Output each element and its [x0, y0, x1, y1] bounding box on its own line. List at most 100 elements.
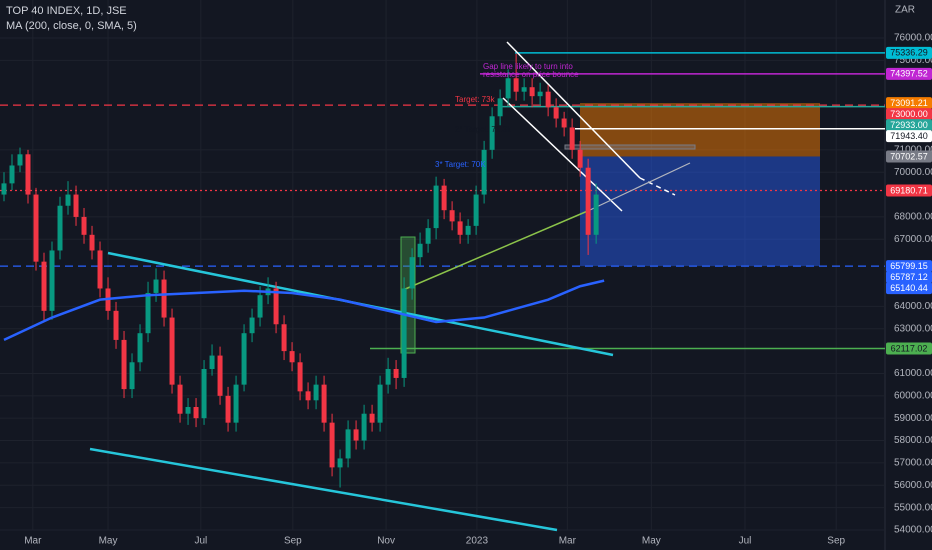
candle-body — [561, 118, 567, 128]
price-label-bg — [886, 282, 932, 295]
candle-body — [441, 185, 447, 211]
candle-body — [361, 413, 367, 441]
channel-line — [506, 41, 641, 179]
price-label: 65799.15 — [890, 261, 928, 271]
candle-body — [121, 339, 127, 390]
currency: ZAR — [895, 5, 915, 16]
channel-line — [502, 97, 623, 212]
y-tick-label: 64000.00 — [894, 301, 932, 312]
price-label: 73091.21 — [890, 98, 928, 108]
candle-body — [473, 194, 479, 226]
candle-body — [17, 154, 23, 166]
annotation: 2* Target: 71.3k — [455, 125, 512, 134]
candle-body — [201, 368, 207, 419]
price-label-bg — [886, 260, 932, 273]
candle-body — [465, 225, 471, 235]
loss-zone — [580, 156, 820, 267]
candle-body — [545, 91, 551, 108]
indicator-legend: MA (200, close, 0, SMA, 5) — [6, 20, 137, 32]
y-tick-label: 70000.00 — [894, 167, 932, 178]
y-tick-label: 71000.00 — [894, 144, 932, 155]
candle-body — [25, 154, 31, 195]
price-label: 72933.00 — [890, 120, 928, 130]
price-lines — [0, 52, 885, 350]
candle-body — [281, 324, 287, 352]
candle-body — [449, 210, 455, 222]
y-tick-label: 63000.00 — [894, 323, 932, 334]
candle-body — [393, 368, 399, 378]
y-tick-label: 67000.00 — [894, 234, 932, 245]
price-label: 74397.52 — [890, 69, 928, 79]
price-label-bg — [886, 342, 932, 355]
candle-body — [417, 243, 423, 258]
candle-body — [497, 98, 503, 117]
candle-body — [97, 250, 103, 289]
candle-body — [129, 362, 135, 390]
zone-box — [564, 144, 696, 150]
candle-body — [217, 355, 223, 396]
y-tick-label: 60000.00 — [894, 390, 932, 401]
candle-body — [321, 384, 327, 423]
trendline — [89, 447, 558, 532]
candle-body — [377, 384, 383, 423]
ma-line — [3, 279, 605, 342]
profit-zone — [580, 103, 820, 157]
candle-body — [481, 149, 487, 195]
price-label: 65140.44 — [890, 283, 928, 293]
candle-body — [593, 194, 599, 235]
x-tick-label: Mar — [24, 536, 42, 547]
candle-body — [457, 221, 463, 235]
x-tick-label: Mar — [559, 536, 577, 547]
overlay: Target: 73k 2* Target: 71.3k 3* Target: 70… — [435, 46, 932, 355]
candle-body — [73, 194, 79, 217]
candle-body — [577, 149, 583, 168]
y-tick-label: 59000.00 — [894, 413, 932, 424]
candle-body — [585, 167, 591, 235]
candle-body — [329, 422, 335, 468]
annotation: Gap line likely to turn into — [483, 62, 573, 71]
candle-body — [225, 395, 231, 423]
candle-body — [305, 391, 311, 401]
candle-body — [65, 194, 71, 206]
price-label-bg — [886, 130, 932, 143]
candle-body — [137, 333, 143, 363]
candle-body — [49, 250, 55, 311]
symbol-title: TOP 40 INDEX, 1D, JSE — [6, 5, 127, 17]
y-tick-label: 58000.00 — [894, 435, 932, 446]
candle-body — [57, 205, 63, 251]
candle-body — [569, 127, 575, 150]
price-label: 69180.71 — [890, 185, 928, 195]
candles — [1, 53, 605, 488]
price-label-bg — [886, 67, 932, 80]
candle-body — [529, 87, 535, 97]
price-label-bg — [886, 150, 932, 163]
candle-body — [345, 429, 351, 459]
candle-body — [9, 165, 15, 184]
candle-body — [313, 384, 319, 401]
x-tick-label: 2023 — [466, 536, 489, 547]
price-label: 65787.12 — [890, 272, 928, 282]
candle-body — [185, 407, 191, 414]
y-tick-label: 54000.00 — [894, 525, 932, 536]
price-label-bg — [886, 108, 932, 121]
x-tick-label: Jul — [739, 536, 752, 547]
price-label-bg — [886, 271, 932, 284]
candle-body — [537, 91, 543, 97]
price-label: 70702.57 — [890, 151, 928, 161]
candle-body — [113, 310, 119, 340]
annotation: resistance on price bounce — [483, 70, 579, 79]
price-label-bg — [886, 119, 932, 132]
candle-body — [369, 413, 375, 423]
x-tick-label: Nov — [377, 536, 395, 547]
y-tick-label: 56000.00 — [894, 480, 932, 491]
candle-body — [353, 429, 359, 441]
x-tick-label: Sep — [284, 536, 302, 547]
candle-body — [33, 194, 39, 262]
trendline — [402, 209, 591, 291]
candle-body — [41, 261, 47, 311]
x-tick-label: May — [99, 536, 118, 547]
candle-body — [553, 107, 559, 119]
